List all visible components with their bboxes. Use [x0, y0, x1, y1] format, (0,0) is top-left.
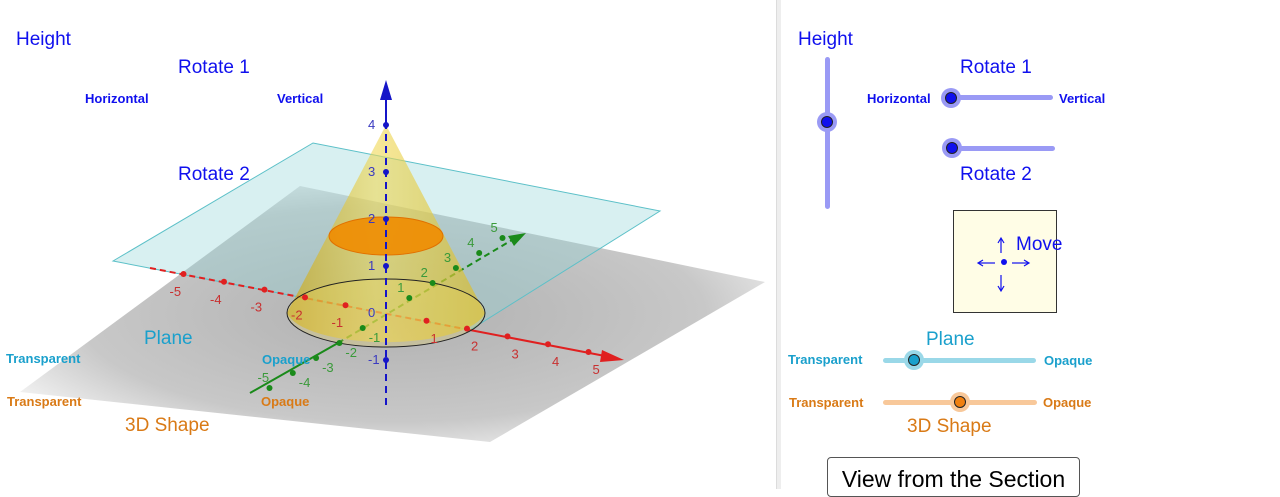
x-axis-tick-label: -2	[291, 307, 303, 322]
height-slider[interactable]	[825, 57, 830, 209]
shape-transparent-label: Transparent	[7, 394, 82, 409]
y-axis-negative	[249, 342, 339, 394]
y-axis-tick-label: -4	[299, 375, 311, 390]
y-axis-tick-label: 3	[444, 250, 451, 265]
rotate2-slider[interactable]	[952, 146, 1055, 151]
y-axis-tick	[359, 325, 366, 331]
graphics-3d-view[interactable]: -5 -4 -3 -2 -1 1 2 3 4 5 -5 -4 -3 -2 -1 1 2 3 4 5 4 3 2 1 0 -1 He…	[0, 0, 776, 489]
rotate1-right-label: Vertical	[1059, 91, 1106, 106]
z-axis-tick-label: 4	[368, 117, 375, 132]
x-axis-tick-label: 2	[471, 339, 478, 354]
y-axis-tick	[336, 340, 343, 346]
y-axis-tick	[289, 370, 296, 376]
rotate2-label: Rotate 2	[178, 164, 250, 185]
z-axis-tick	[383, 122, 389, 128]
z-axis-arrow	[380, 80, 392, 100]
y-axis-tick-label: 5	[491, 220, 498, 235]
height-slider-label: Height	[798, 29, 853, 50]
plane-slider-left-label: Transparent	[788, 352, 863, 367]
x-axis-tick-label: -1	[332, 315, 344, 330]
rotate1-label: Rotate 1	[178, 57, 250, 78]
x-axis-tick	[545, 341, 551, 348]
rotate2-slider-label: Rotate 2	[960, 164, 1032, 185]
plane-transparent-label: Transparent	[6, 351, 81, 366]
z-axis-tick-label: 2	[368, 211, 375, 226]
height-label: Height	[16, 29, 71, 50]
y-axis-tick	[499, 235, 506, 241]
x-axis-tick-label: -3	[251, 300, 263, 315]
x-axis-tick	[302, 294, 308, 301]
x-axis-tick	[261, 286, 268, 293]
x-axis-positive	[469, 329, 606, 357]
shape-slider-label: 3D Shape	[907, 416, 992, 437]
shape-opaque-label: Opaque	[261, 394, 310, 409]
plane-opaque-label: Opaque	[262, 352, 311, 367]
x-axis-tick	[180, 271, 187, 277]
x-axis-tick-label: 1	[431, 331, 438, 346]
shape-slider-left-label: Transparent	[789, 395, 864, 410]
x-axis-tick	[221, 278, 227, 285]
y-axis-arrow	[508, 233, 526, 246]
y-axis-tick	[406, 295, 413, 301]
z-axis-tick-label: 3	[368, 164, 375, 179]
x-axis-tick	[585, 349, 592, 355]
x-axis-tick-label: -4	[210, 292, 222, 307]
plane-label: Plane	[144, 328, 193, 349]
y-axis-tick-label: -3	[322, 360, 334, 375]
y-axis-tick	[429, 280, 436, 286]
y-axis-tick-label: -2	[345, 345, 357, 360]
view-from-section-button[interactable]: View from the Section	[827, 457, 1080, 497]
y-axis-tick	[266, 385, 273, 391]
x-axis-tick-label: 5	[593, 362, 600, 377]
x-axis-arrow	[600, 350, 624, 362]
y-axis-tick	[313, 355, 320, 361]
rotate1-slider-label: Rotate 1	[960, 57, 1032, 78]
rotate1-slider[interactable]	[951, 95, 1053, 100]
y-axis-tick	[476, 250, 483, 256]
x-axis-tick	[464, 325, 470, 332]
z-axis-tick	[383, 357, 389, 363]
move-control[interactable]: Move	[953, 210, 1062, 313]
x-axis-tick-label: -5	[170, 284, 182, 299]
cone-base	[286, 278, 486, 348]
height-slider-knob[interactable]	[821, 115, 833, 128]
z-axis-tick-label: 1	[368, 258, 375, 273]
y-axis-tick	[452, 265, 459, 271]
z-axis-tick-label: 0	[368, 305, 375, 320]
z-axis-tick-label: -1	[368, 352, 380, 367]
plane-slider-label: Plane	[926, 329, 975, 350]
y-axis-tick-label: 4	[467, 235, 474, 250]
shape-label: 3D Shape	[125, 415, 210, 436]
y-axis-tick-label: -5	[258, 370, 270, 385]
y-axis-tick-label: 2	[421, 265, 428, 280]
y-axis-tick-label: -1	[369, 330, 381, 345]
horizontal-label: Horizontal	[85, 91, 149, 106]
vertical-label: Vertical	[277, 91, 324, 106]
z-axis-tick	[383, 263, 389, 269]
rotate1-slider-knob[interactable]	[945, 92, 957, 104]
rotate2-slider-knob[interactable]	[946, 142, 958, 154]
x-axis-tick	[342, 302, 349, 309]
plane-opacity-slider[interactable]	[883, 358, 1036, 363]
move-label: Move	[1016, 234, 1063, 255]
plane-opacity-knob[interactable]	[907, 354, 920, 366]
z-axis-tick	[383, 216, 389, 222]
x-axis-tick-label: 3	[512, 346, 519, 361]
move-arrows-icon	[976, 236, 1031, 293]
shape-slider-right-label: Opaque	[1043, 395, 1092, 410]
z-axis-tick	[383, 169, 389, 175]
x-axis-tick	[423, 317, 430, 324]
plane-slider-right-label: Opaque	[1044, 353, 1093, 368]
y-axis-tick-label: 1	[397, 280, 404, 295]
view-divider[interactable]	[776, 0, 781, 489]
x-axis-tick	[504, 333, 511, 340]
rotate1-left-label: Horizontal	[867, 91, 931, 106]
x-axis-tick-label: 4	[552, 354, 559, 369]
shape-opacity-knob[interactable]	[954, 396, 966, 408]
